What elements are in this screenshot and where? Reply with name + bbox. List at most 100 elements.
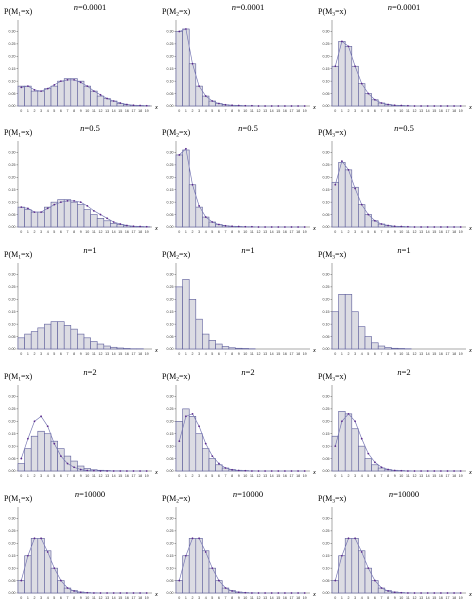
y-tick-label: 0.25 xyxy=(167,285,174,289)
bar xyxy=(50,85,58,107)
data-point xyxy=(334,579,337,582)
x-tick-label: 8 xyxy=(231,109,233,113)
y-tick-label: 0.10 xyxy=(9,79,16,83)
data-point xyxy=(264,105,266,107)
x-tick-label: 0 xyxy=(178,230,180,234)
chart-title-n: n xyxy=(233,489,237,499)
x-tick-label: 9 xyxy=(80,596,82,600)
x-tick-label: 18 xyxy=(296,474,300,478)
x-tick-label: 2 xyxy=(348,474,350,478)
x-tick-label: 19 xyxy=(459,109,463,113)
chart-panel: P(M3=x) n=100000.300.250.200.150.100.050.… xyxy=(318,489,472,600)
bar xyxy=(331,435,339,472)
bar xyxy=(182,279,190,350)
x-tick-label: 11 xyxy=(250,109,254,113)
y-axis-label-sub: 3 xyxy=(332,255,335,261)
data-point xyxy=(393,104,396,107)
chart-title-n: n xyxy=(241,367,245,377)
x-tick-label: 6 xyxy=(60,474,62,478)
x-tick-label: 17 xyxy=(446,596,450,600)
data-point xyxy=(354,420,356,423)
x-tick-label: 0 xyxy=(178,596,180,600)
data-point xyxy=(264,470,266,472)
data-point xyxy=(66,462,69,465)
x-tick-label: 15 xyxy=(118,352,122,356)
y-axis-label-sub: 3 xyxy=(332,499,335,505)
y-axis-label-part: P(M xyxy=(4,372,18,381)
bar xyxy=(37,538,45,594)
data-point xyxy=(237,591,240,594)
y-tick-label: 0.00 xyxy=(323,469,330,473)
data-point xyxy=(270,470,273,472)
y-axis-label-part: =x) xyxy=(335,128,347,137)
x-tick-label: 17 xyxy=(290,352,294,356)
x-tick-label: 15 xyxy=(276,352,280,356)
x-tick-label: 14 xyxy=(270,596,274,600)
chart-title-n: n xyxy=(388,2,392,12)
data-point xyxy=(27,85,29,88)
data-point xyxy=(40,415,42,418)
x-tick-label: 2 xyxy=(192,474,194,478)
x-tick-label: 4 xyxy=(205,109,207,113)
data-point xyxy=(231,590,233,592)
fit-curve xyxy=(334,413,461,472)
bar xyxy=(96,95,105,107)
data-point xyxy=(297,105,299,107)
x-tick-label: 6 xyxy=(218,230,220,234)
y-tick-label: 0.25 xyxy=(9,285,16,289)
data-point xyxy=(407,592,409,594)
x-tick-label: 9 xyxy=(394,109,396,113)
x-tick-label: 3 xyxy=(40,109,42,113)
x-tick-label: 12 xyxy=(99,474,103,478)
y-axis-label: P(M3=x) xyxy=(318,7,346,18)
x-tick-label: 4 xyxy=(361,596,363,600)
y-axis-label-part: =x) xyxy=(179,250,191,259)
fit-curve xyxy=(334,537,461,594)
x-tick-label: 19 xyxy=(459,596,463,600)
x-tick-label: 10 xyxy=(85,352,89,356)
y-tick-label: 0.15 xyxy=(323,188,330,192)
x-tick-label: 2 xyxy=(192,596,194,600)
y-axis-label-part: P(M xyxy=(4,7,18,16)
x-tick-label: 7 xyxy=(225,230,227,234)
data-point xyxy=(86,591,89,594)
x-tick-label: 14 xyxy=(112,474,116,478)
bar xyxy=(358,445,366,472)
y-tick-label: 0.15 xyxy=(9,310,16,314)
x-tick-label: 11 xyxy=(92,109,96,113)
y-axis-label-sub: 2 xyxy=(176,377,179,383)
data-point xyxy=(446,226,449,228)
y-tick-label: 0.05 xyxy=(9,579,16,583)
chart-title-value: =2 xyxy=(402,367,411,377)
x-tick-label: 7 xyxy=(67,474,69,478)
y-tick-label: 0.10 xyxy=(167,79,174,83)
y-tick-label: 0.05 xyxy=(9,92,16,96)
y-tick-label: 0.30 xyxy=(9,30,16,34)
x-tick-label: 9 xyxy=(238,474,240,478)
x-tick-label: 0 xyxy=(20,352,22,356)
chart-title: n=1 xyxy=(83,245,96,255)
data-point xyxy=(413,592,416,594)
x-tick-label: 18 xyxy=(296,596,300,600)
x-tick-label: 6 xyxy=(374,596,376,600)
x-tick-label: 9 xyxy=(238,230,240,234)
bar xyxy=(371,464,379,472)
bar xyxy=(70,328,78,350)
x-tick-label: 15 xyxy=(118,596,122,600)
x-tick-label: 8 xyxy=(387,109,389,113)
bar xyxy=(116,347,124,350)
y-axis-label: P(M3=x) xyxy=(318,372,346,383)
x-tick-label: 9 xyxy=(238,109,240,113)
y-tick-label: 0.05 xyxy=(167,579,174,583)
chart-title-value: =1 xyxy=(88,245,97,255)
x-tick-label: 10 xyxy=(85,596,89,600)
x-tick-label: 5 xyxy=(211,352,213,356)
y-tick-label: 0.20 xyxy=(167,176,174,180)
data-point xyxy=(112,100,115,102)
data-point xyxy=(86,204,89,207)
data-point xyxy=(354,65,356,68)
data-point xyxy=(453,226,455,228)
y-tick-label: 0.05 xyxy=(323,213,330,217)
data-point xyxy=(191,62,194,65)
data-point xyxy=(237,469,240,472)
